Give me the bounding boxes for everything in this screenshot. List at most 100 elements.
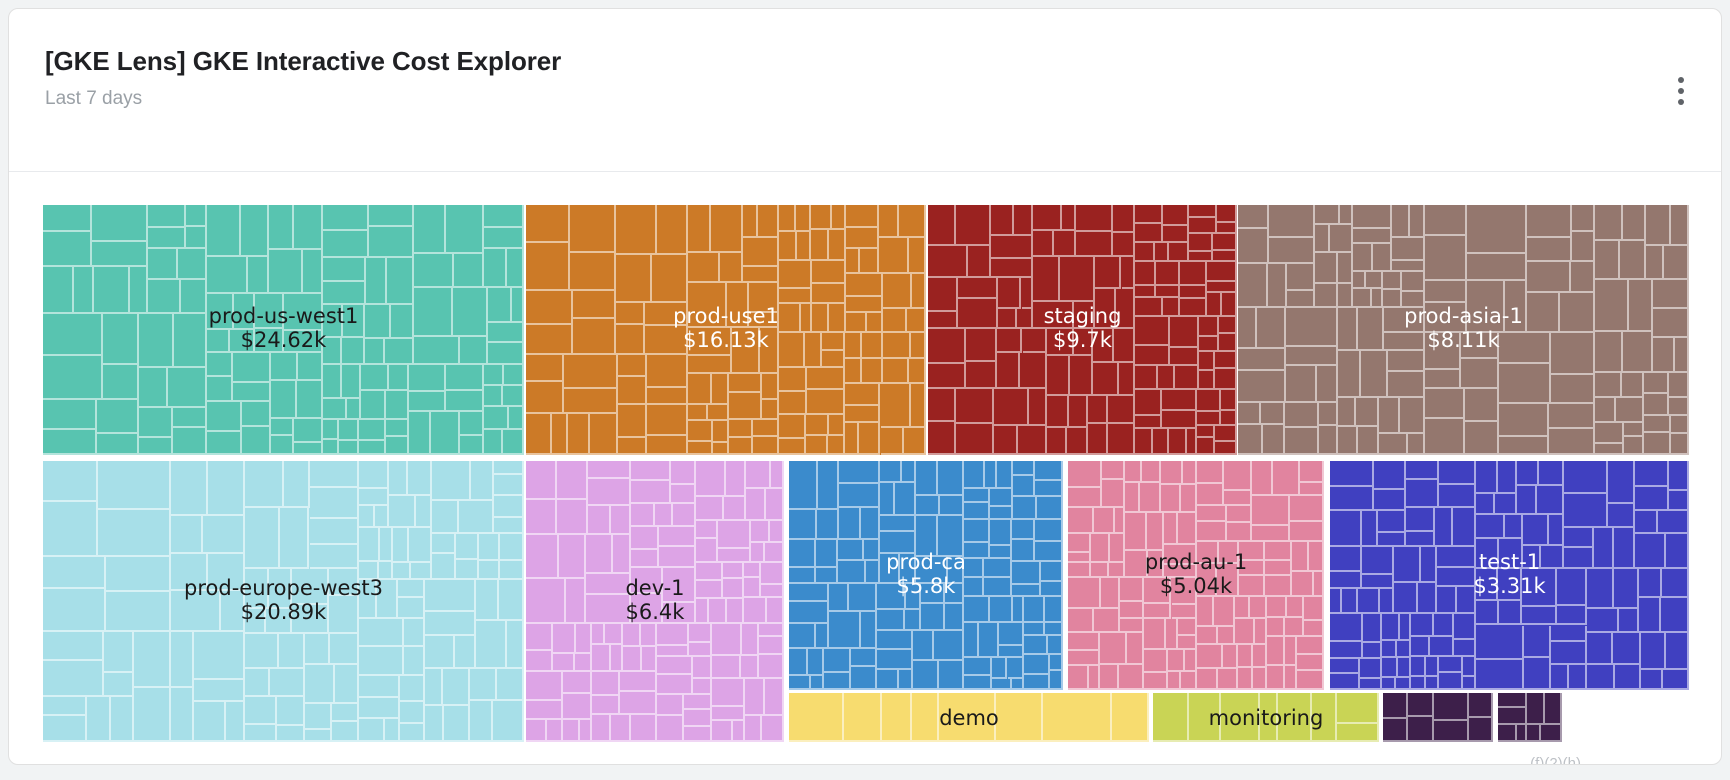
- treemap-leaf[interactable]: [1155, 286, 1180, 298]
- treemap-leaf[interactable]: [850, 667, 878, 690]
- treemap-leaf[interactable]: [270, 419, 294, 437]
- treemap-leaf[interactable]: [323, 304, 344, 338]
- treemap-leaf[interactable]: [750, 543, 765, 564]
- treemap-leaf[interactable]: [413, 205, 447, 255]
- treemap-leaf[interactable]: [646, 405, 688, 436]
- treemap-leaf[interactable]: [552, 413, 568, 455]
- treemap-leaf[interactable]: [1670, 433, 1689, 455]
- treemap-leaf[interactable]: [1476, 568, 1499, 602]
- treemap-leaf[interactable]: [334, 665, 359, 705]
- treemap-leaf[interactable]: [1421, 546, 1438, 583]
- treemap-leaf[interactable]: [1238, 370, 1286, 404]
- treemap-leaf[interactable]: [1068, 633, 1101, 652]
- treemap-leaf[interactable]: [220, 591, 246, 633]
- treemap-tile-prod-asia-1[interactable]: prod-asia-1 $8.11k: [1238, 205, 1689, 455]
- treemap-leaf[interactable]: [1383, 693, 1409, 719]
- treemap-leaf[interactable]: [963, 657, 992, 677]
- treemap-leaf[interactable]: [1163, 226, 1189, 244]
- treemap-leaf[interactable]: [358, 619, 404, 648]
- treemap-leaf[interactable]: [883, 273, 912, 310]
- treemap-leaf[interactable]: [789, 601, 829, 625]
- treemap-leaf[interactable]: [1498, 568, 1523, 602]
- treemap-leaf[interactable]: [1049, 654, 1063, 671]
- treemap-leaf[interactable]: [1068, 507, 1094, 535]
- treemap-leaf[interactable]: [432, 461, 472, 501]
- treemap-leaf[interactable]: [757, 205, 779, 238]
- treemap-leaf[interactable]: [630, 567, 663, 594]
- treemap-leaf[interactable]: [305, 704, 332, 730]
- treemap-leaf[interactable]: [877, 649, 913, 670]
- treemap-leaf[interactable]: [1222, 293, 1237, 318]
- treemap-leaf[interactable]: [43, 661, 104, 698]
- treemap-leaf[interactable]: [455, 533, 480, 560]
- treemap-leaf[interactable]: [1564, 461, 1608, 495]
- treemap-leaf[interactable]: [1316, 365, 1338, 404]
- treemap-leaf[interactable]: [1007, 657, 1024, 680]
- treemap-leaf[interactable]: [908, 237, 926, 274]
- treemap-leaf[interactable]: [687, 374, 713, 405]
- treemap-leaf[interactable]: [1314, 252, 1339, 284]
- treemap-leaf[interactable]: [712, 721, 733, 742]
- treemap-leaf[interactable]: [1359, 678, 1383, 690]
- treemap-leaf[interactable]: [526, 290, 573, 326]
- treemap-leaf[interactable]: [695, 563, 723, 581]
- treemap-tile-dev-1[interactable]: dev-1 $6.4k: [526, 461, 784, 742]
- treemap-leaf[interactable]: [1523, 625, 1551, 658]
- treemap-leaf[interactable]: [984, 578, 1012, 598]
- treemap-leaf[interactable]: [938, 516, 964, 558]
- treemap-leaf[interactable]: [1074, 302, 1095, 330]
- treemap-leaf[interactable]: [1587, 633, 1614, 666]
- treemap-leaf[interactable]: [997, 329, 1023, 354]
- treemap-leaf[interactable]: [432, 533, 456, 554]
- treemap-leaf[interactable]: [1252, 667, 1267, 690]
- treemap-leaf[interactable]: [1068, 651, 1101, 666]
- treemap-leaf[interactable]: [1265, 541, 1293, 562]
- treemap-leaf[interactable]: [43, 588, 106, 633]
- treemap-leaf[interactable]: [358, 419, 387, 441]
- treemap-leaf[interactable]: [526, 205, 571, 243]
- treemap-leaf[interactable]: [883, 332, 912, 359]
- treemap-leaf[interactable]: [824, 672, 851, 690]
- treemap-leaf[interactable]: [1035, 480, 1063, 498]
- treemap-leaf[interactable]: [713, 442, 730, 455]
- treemap-leaf[interactable]: [493, 461, 524, 476]
- treemap-leaf[interactable]: [1068, 534, 1091, 554]
- treemap-leaf[interactable]: [1238, 575, 1266, 597]
- treemap-leaf[interactable]: [1032, 230, 1054, 258]
- treemap-leaf[interactable]: [1046, 356, 1070, 397]
- treemap-leaf[interactable]: [905, 584, 922, 610]
- treemap-leaf[interactable]: [822, 351, 845, 369]
- treemap-leaf[interactable]: [1011, 561, 1041, 586]
- treemap-leaf[interactable]: [1498, 538, 1523, 569]
- treemap-leaf[interactable]: [712, 706, 746, 722]
- treemap-leaf[interactable]: [1234, 596, 1251, 620]
- treemap-leaf[interactable]: [1251, 525, 1290, 542]
- treemap-leaf[interactable]: [1614, 568, 1640, 609]
- treemap-leaf[interactable]: [990, 597, 1013, 624]
- treemap-leaf[interactable]: [408, 461, 433, 496]
- treemap-leaf[interactable]: [708, 404, 730, 422]
- treemap-leaf[interactable]: [1594, 528, 1615, 569]
- treemap-leaf[interactable]: [1101, 578, 1120, 609]
- treemap-leaf[interactable]: [1197, 521, 1228, 542]
- treemap-leaf[interactable]: [1425, 280, 1467, 304]
- treemap-leaf[interactable]: [789, 461, 819, 511]
- treemap-leaf[interactable]: [1635, 486, 1669, 512]
- treemap-leaf[interactable]: [1218, 669, 1238, 690]
- treemap-leaf[interactable]: [1177, 512, 1198, 546]
- treemap-leaf[interactable]: [618, 354, 647, 378]
- treemap-leaf[interactable]: [828, 611, 861, 649]
- treemap-leaf[interactable]: [816, 567, 839, 585]
- treemap-leaf[interactable]: [425, 612, 476, 636]
- treemap-leaf[interactable]: [615, 205, 657, 256]
- treemap-leaf[interactable]: [939, 661, 964, 690]
- treemap-leaf[interactable]: [1144, 619, 1167, 650]
- treemap-leaf[interactable]: [805, 415, 829, 436]
- treemap-leaf[interactable]: [425, 580, 476, 613]
- treemap-leaf[interactable]: [365, 339, 386, 366]
- treemap-leaf[interactable]: [1407, 434, 1425, 455]
- treemap-leaf[interactable]: [446, 205, 484, 255]
- treemap-leaf[interactable]: [309, 519, 359, 546]
- treemap-leaf[interactable]: [111, 697, 135, 742]
- treemap-leaf[interactable]: [1199, 371, 1216, 390]
